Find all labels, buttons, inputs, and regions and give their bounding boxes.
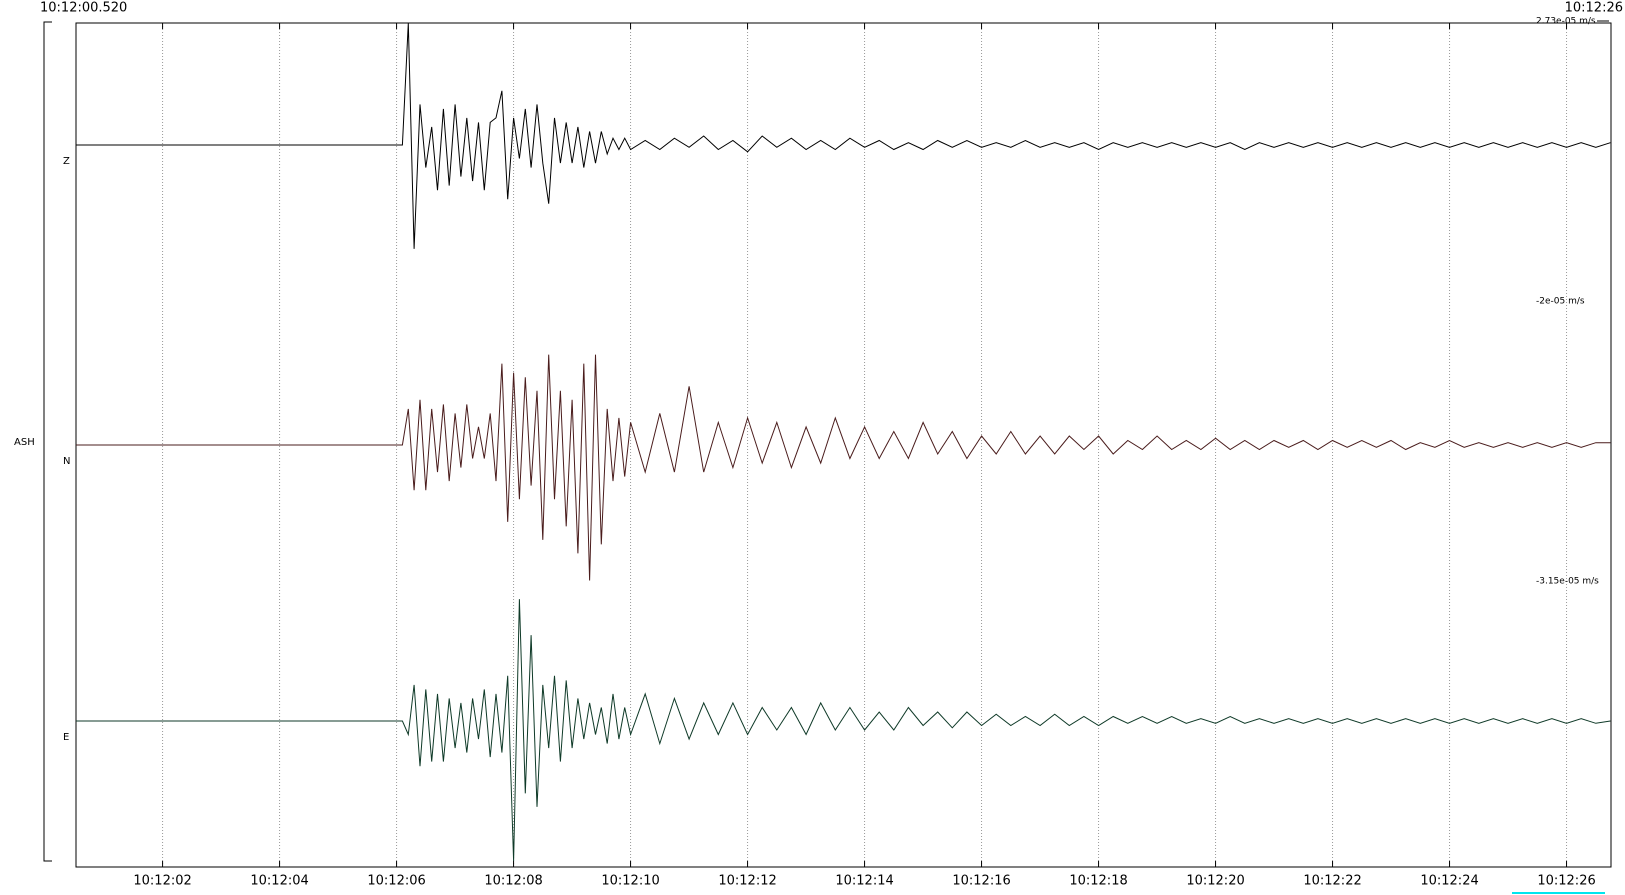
x-tick-label: 10:12:26 xyxy=(1537,874,1595,889)
channel-label: Z xyxy=(63,156,70,167)
station-bracket xyxy=(43,21,52,862)
start-time: 10:12:00.520 xyxy=(40,1,127,16)
scale-label: 2.73e-05 m/s xyxy=(1536,17,1596,27)
x-tick-label: 10:12:06 xyxy=(367,874,425,889)
x-tick-label: 10:12:14 xyxy=(835,874,893,889)
x-tick-label: 10:12:08 xyxy=(484,874,542,889)
x-tick-label: 10:12:22 xyxy=(1303,874,1361,889)
x-tick-label: 10:12:16 xyxy=(952,874,1010,889)
x-tick-label: 10:12:10 xyxy=(601,874,659,889)
x-tick-label: 10:12:18 xyxy=(1069,874,1127,889)
station-label: ASH xyxy=(14,437,35,448)
end-time: 10:12:26 xyxy=(1565,1,1623,16)
x-tick-label: 10:12:02 xyxy=(133,874,191,889)
x-tick-label: 10:12:04 xyxy=(250,874,308,889)
trace xyxy=(76,23,1611,249)
trace xyxy=(76,599,1611,862)
trace xyxy=(76,354,1611,581)
scale-label: -2e-05 m/s xyxy=(1536,297,1585,307)
x-tick-label: 10:12:20 xyxy=(1186,874,1244,889)
x-tick-label: 10:12:12 xyxy=(718,874,776,889)
x-tick-label: 10:12:24 xyxy=(1420,874,1478,889)
scale-label: -3.15e-05 m/s xyxy=(1536,577,1599,587)
channel-label: N xyxy=(63,456,70,467)
channel-label: E xyxy=(63,732,69,743)
